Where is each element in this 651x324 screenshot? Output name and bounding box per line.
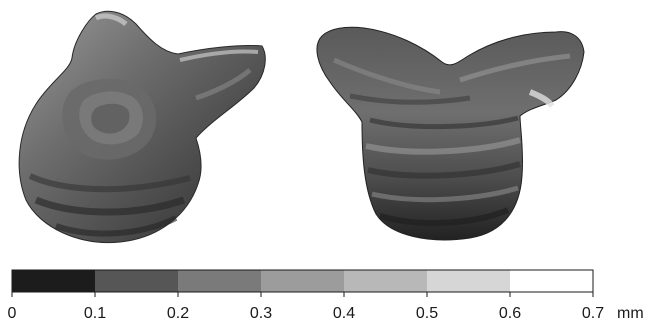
colorbar-bin-6 xyxy=(510,270,593,292)
colorbar-tick-label-3: 0.3 xyxy=(250,305,272,322)
colorbar-bins xyxy=(12,270,593,292)
colorbar-tick-label-6: 0.6 xyxy=(499,305,521,322)
colorbar: 0 0.1 0.2 0.3 0.4 0.5 0.6 0.7 mm xyxy=(8,269,644,322)
colorbar-bin-4 xyxy=(344,270,427,292)
colorbar-unit-label: mm xyxy=(617,305,644,322)
colorbar-tick-labels: 0 0.1 0.2 0.3 0.4 0.5 0.6 0.7 xyxy=(8,305,605,322)
colorbar-bin-5 xyxy=(427,270,510,292)
colorbar-bin-1 xyxy=(95,270,178,292)
colorbar-tick-label-1: 0.1 xyxy=(84,305,106,322)
right-view-surface xyxy=(316,26,585,241)
colorbar-tick-label-5: 0.5 xyxy=(416,305,438,322)
colorbar-tick-label-2: 0.2 xyxy=(167,305,189,322)
colorbar-ticks xyxy=(11,292,594,297)
colorbar-tick-label-7: 0.7 xyxy=(582,305,604,322)
colorbar-tick-label-0: 0 xyxy=(8,305,17,322)
left-view-surface xyxy=(18,10,266,244)
colorbar-frame xyxy=(11,269,594,293)
colorbar-bin-0 xyxy=(12,270,95,292)
colorbar-tick-label-4: 0.4 xyxy=(333,305,355,322)
colorbar-bin-3 xyxy=(261,270,344,292)
colorbar-bin-2 xyxy=(178,270,261,292)
